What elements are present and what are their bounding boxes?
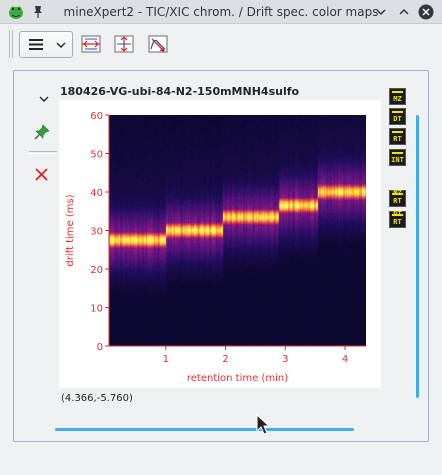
vertical-scrollbar[interactable] <box>416 115 419 398</box>
window-title: mineXpert2 - TIC/XIC chrom. / Drift spec… <box>63 5 379 19</box>
reset-axes-icon[interactable] <box>80 33 102 55</box>
app-icon <box>9 6 23 19</box>
minimize-icon[interactable] <box>373 4 389 20</box>
arrow-icon <box>392 111 403 113</box>
x-tick-label: 2 <box>222 354 228 365</box>
arrow-icon <box>392 131 403 133</box>
plot-axes: 0 10 20 30 40 50 60 1 2 3 4 retention time (min) dri… <box>65 111 366 384</box>
arrow-icon <box>392 152 403 154</box>
arrow-icon <box>392 193 403 195</box>
integrate-icon[interactable] <box>147 33 169 55</box>
color-map-heatmap[interactable] <box>109 115 366 346</box>
side-button-mz[interactable]: MZ <box>389 88 406 105</box>
y-tick-label: 20 <box>90 265 103 276</box>
title-bar: mineXpert2 - TIC/XIC chrom. / Drift spec… <box>0 0 442 24</box>
plot-title: 180426-VG-ubi-84-N2-150mMNH4sulfo <box>60 85 300 98</box>
chevron-down-icon <box>56 42 66 48</box>
cursor-coordinates: (4.366,-5.760) <box>61 393 133 404</box>
horizontal-scrollbar[interactable] <box>55 428 354 431</box>
y-tick-label: 10 <box>90 304 103 315</box>
y-tick-label: 30 <box>90 227 103 238</box>
y-tick-label: 0 <box>97 342 103 353</box>
close-plot-icon[interactable] <box>35 168 48 181</box>
x-tick-label: 4 <box>342 354 348 365</box>
toolbar <box>0 24 442 64</box>
mouse-cursor-icon <box>256 414 270 435</box>
pin-plot-icon[interactable] <box>34 124 50 140</box>
x-axis-label: retention time (min) <box>187 373 288 384</box>
side-button-label: MZ RT <box>393 189 402 205</box>
y-axis-label: drift time (ms) <box>65 194 76 266</box>
separator <box>29 151 57 154</box>
side-button-label: MZ <box>393 95 402 103</box>
close-window-icon[interactable] <box>418 4 434 20</box>
collapse-chevron-icon[interactable] <box>39 95 49 103</box>
arrow-icon <box>392 91 403 93</box>
maximize-icon[interactable] <box>396 4 412 20</box>
x-tick-label: 1 <box>163 354 169 365</box>
x-tick-label: 3 <box>282 354 288 365</box>
y-tick-label: 60 <box>90 111 103 122</box>
side-button-rt[interactable]: RT <box>389 128 406 145</box>
zoom-vertical-icon[interactable] <box>113 33 135 55</box>
y-tick-label: 40 <box>90 188 103 199</box>
side-button-dt-rt[interactable]: DT RT <box>389 210 406 228</box>
side-button-label: INT <box>391 156 404 164</box>
y-tick-label: 50 <box>90 150 103 161</box>
side-button-label: DT RT <box>393 210 402 226</box>
arrow-icon <box>392 214 403 216</box>
side-button-int[interactable]: INT <box>389 149 406 166</box>
side-button-mz-rt[interactable]: MZ RT <box>389 189 406 207</box>
pin-window-icon[interactable] <box>32 5 44 19</box>
hamburger-icon <box>29 39 43 50</box>
side-button-label: DT <box>393 115 402 123</box>
toolbar-grip[interactable] <box>9 30 13 58</box>
main-menu-button[interactable] <box>19 31 73 58</box>
side-button-label: RT <box>393 135 402 143</box>
side-button-dt[interactable]: DT <box>389 108 406 125</box>
